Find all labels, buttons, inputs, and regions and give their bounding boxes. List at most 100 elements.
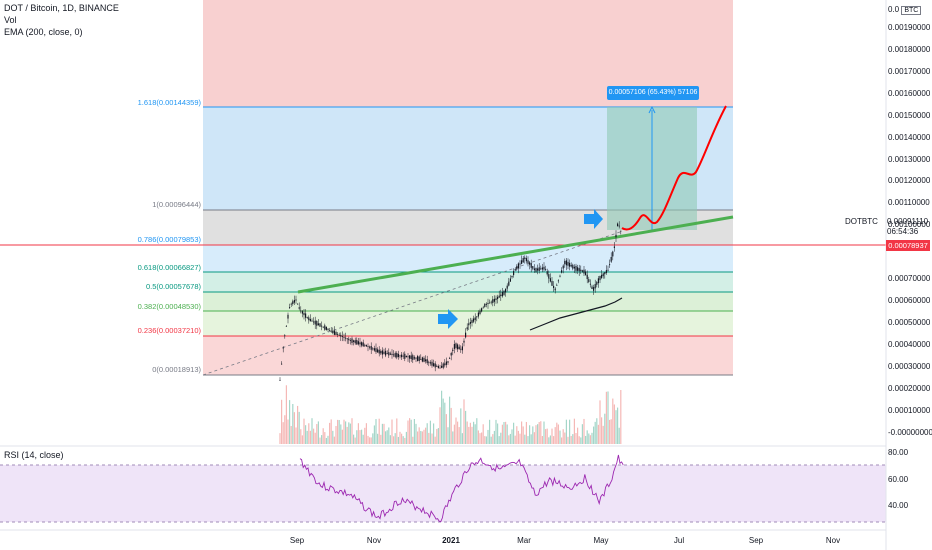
- price-axis-top: 0.0 BTC: [888, 5, 922, 16]
- candle-body: [529, 262, 531, 265]
- volume-bar: [367, 435, 369, 444]
- volume-bar: [578, 436, 580, 444]
- candle-body: [602, 273, 604, 277]
- volume-bar: [305, 425, 307, 444]
- fib-zone-236: [203, 336, 733, 375]
- candle-body: [311, 320, 313, 322]
- candle-body: [421, 357, 423, 362]
- candle-body: [332, 330, 334, 333]
- volume-bar: [279, 433, 281, 444]
- volume-bar: [557, 424, 559, 444]
- candle-body: [373, 348, 375, 351]
- candle-body: [316, 321, 318, 326]
- volume-bar: [383, 423, 385, 444]
- candle-body: [578, 268, 580, 272]
- candle-body: [577, 267, 579, 271]
- candle-body: [612, 251, 614, 257]
- time-label: Nov: [366, 536, 382, 545]
- price-candles: [279, 221, 622, 381]
- candle-body: [549, 278, 551, 282]
- candle-body: [383, 351, 385, 354]
- candle-body: [530, 263, 532, 268]
- candle-body: [317, 323, 319, 326]
- candle-body: [345, 337, 347, 339]
- candle-body: [329, 330, 331, 331]
- candle-body: [538, 267, 540, 271]
- candle-body: [497, 296, 499, 300]
- volume-bar: [503, 422, 505, 444]
- volume-bar: [601, 417, 603, 444]
- volume-bar: [514, 435, 516, 444]
- candle-body: [322, 326, 324, 328]
- candle-body: [442, 363, 444, 368]
- volume-bar: [362, 434, 364, 444]
- volume-bar: [580, 437, 582, 444]
- volume-bar: [409, 418, 411, 444]
- rsi-legend[interactable]: RSI (14, close): [4, 450, 64, 460]
- volume-bar: [309, 430, 311, 444]
- last-price-tag: 0.00078937: [886, 240, 930, 251]
- volume-bar: [290, 426, 292, 444]
- volume-bar: [349, 423, 351, 444]
- candle-body: [301, 311, 303, 314]
- candle-body: [436, 365, 438, 367]
- volume-bar: [370, 437, 372, 444]
- volume-legend[interactable]: Vol: [4, 15, 17, 25]
- candle-body: [581, 270, 583, 272]
- volume-bar: [300, 429, 302, 444]
- volume-bar: [607, 391, 609, 444]
- candle-body: [564, 260, 566, 265]
- candle-body: [340, 334, 342, 337]
- volume-bar: [561, 437, 563, 444]
- volume-bar: [476, 418, 478, 444]
- volume-bar: [538, 422, 540, 444]
- candle-body: [420, 359, 422, 360]
- candle-body: [469, 321, 471, 324]
- symbol-legend[interactable]: DOT / Bitcoin, 1D, BINANCE: [4, 3, 119, 13]
- volume-bar: [519, 433, 521, 444]
- volume-bar: [340, 424, 342, 444]
- candle-body: [500, 294, 502, 297]
- volume-bar: [461, 433, 463, 444]
- volume-bar: [548, 437, 550, 444]
- volume-bar: [609, 419, 611, 444]
- volume-bar: [581, 424, 583, 444]
- rsi-axis[interactable]: 80.00 60.00 40.00: [888, 448, 909, 510]
- volume-bar: [449, 396, 451, 444]
- volume-bar: [413, 419, 415, 444]
- green-trendline[interactable]: [297, 215, 734, 294]
- volume-bar: [529, 425, 531, 444]
- volume-bar: [465, 410, 467, 444]
- candle-body: [333, 330, 335, 335]
- rsi-polyline: [299, 454, 624, 523]
- candle-body: [509, 278, 511, 282]
- volume-bar: [325, 437, 327, 444]
- candle-body: [285, 325, 287, 327]
- candle-body: [319, 323, 321, 327]
- volume-bar: [521, 421, 523, 444]
- candle-body: [394, 353, 396, 357]
- candle-body: [585, 271, 587, 276]
- price-axis[interactable]: 0.00190000 0.00180000 0.00170000 0.00160000…: [888, 23, 932, 437]
- candle-body: [289, 307, 291, 308]
- candle-body: [513, 271, 515, 276]
- volume-bar: [463, 399, 465, 444]
- candle-body: [501, 291, 503, 297]
- candle-body: [426, 359, 428, 364]
- volume-bar: [618, 427, 620, 444]
- volume-bar: [481, 432, 483, 444]
- volume-bar: [437, 428, 439, 444]
- candle-body: [428, 361, 430, 363]
- dashed-trendline[interactable]: [202, 231, 621, 376]
- ema-legend[interactable]: EMA (200, close, 0): [4, 27, 83, 37]
- volume-bar: [418, 427, 420, 444]
- volume-bar: [509, 433, 511, 444]
- volume-bar: [543, 421, 545, 444]
- volume-bar: [341, 429, 343, 444]
- candle-body: [309, 319, 311, 322]
- volume-bars: [279, 385, 622, 444]
- candle-body: [546, 271, 548, 275]
- volume-bar: [485, 436, 487, 444]
- candle-body: [396, 352, 398, 358]
